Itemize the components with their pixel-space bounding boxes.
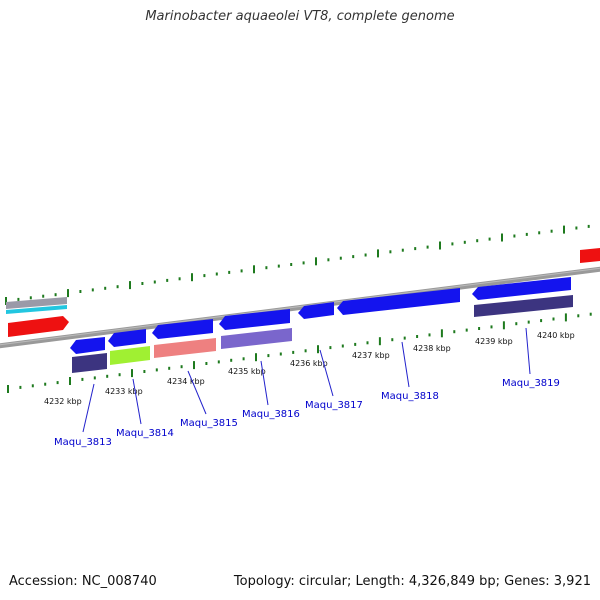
gene-arrow-3815[interactable]	[152, 319, 213, 339]
gene-feature-left-grey[interactable]	[6, 297, 67, 309]
gene-label[interactable]: Maqu_3816	[242, 409, 300, 420]
scale-label: 4235 kbp	[228, 367, 266, 376]
scale-label: 4234 kbp	[167, 377, 205, 386]
scale-label: 4233 kbp	[105, 387, 143, 396]
genome-backbone-highlight	[0, 267, 600, 346]
scale-label: 4240 kbp	[537, 331, 575, 340]
gene-label[interactable]: Maqu_3818	[381, 391, 439, 402]
gene-label-leader	[187, 370, 207, 415]
cds-bar-3815[interactable]	[154, 338, 216, 358]
gene-arrow-3816[interactable]	[219, 309, 290, 330]
gene-label-leader	[319, 349, 334, 397]
cds-bar-3814[interactable]	[110, 346, 150, 365]
gene-label-leader	[82, 383, 95, 433]
gene-arrow-3819[interactable]	[472, 277, 571, 300]
accession-text: Accession: NC_008740	[9, 574, 157, 589]
gene-label[interactable]: Maqu_3815	[180, 418, 238, 429]
genome-summary-text: Topology: circular; Length: 4,326,849 bp…	[233, 574, 591, 589]
inner-tick-track	[7, 312, 592, 393]
gene-feature-left-cyan[interactable]	[6, 305, 67, 314]
cds-bar-3813[interactable]	[72, 353, 107, 373]
gene-arrow-3817[interactable]	[298, 302, 334, 319]
scale-label: 4237 kbp	[352, 351, 390, 360]
gene-label-leader	[132, 378, 142, 425]
genome-backbone	[0, 266, 600, 349]
scale-label: 4238 kbp	[413, 344, 451, 353]
gene-label[interactable]: Maqu_3817	[305, 400, 363, 411]
scale-label: 4236 kbp	[290, 359, 328, 368]
gene-arrow-3818[interactable]	[337, 288, 460, 315]
scale-label: 4232 kbp	[44, 397, 82, 406]
gene-label-leader	[525, 327, 531, 375]
gene-label[interactable]: Maqu_3819	[502, 378, 560, 389]
gene-feature-left-red[interactable]	[8, 316, 69, 337]
gene-label[interactable]: Maqu_3814	[116, 428, 174, 439]
cds-bar-3819[interactable]	[474, 295, 573, 317]
map-title: Marinobacter aquaeolei VT8, complete gen…	[145, 9, 455, 24]
gene-arrow-3814[interactable]	[108, 329, 146, 347]
cds-bar-3816[interactable]	[221, 328, 292, 349]
gene-arrow-3813[interactable]	[70, 337, 105, 354]
scale-label: 4239 kbp	[475, 337, 513, 346]
gene-label-leader	[401, 341, 410, 388]
gene-feature-right-red[interactable]	[580, 248, 600, 263]
gene-label-leader	[260, 360, 269, 406]
gene-label[interactable]: Maqu_3813	[54, 437, 112, 448]
